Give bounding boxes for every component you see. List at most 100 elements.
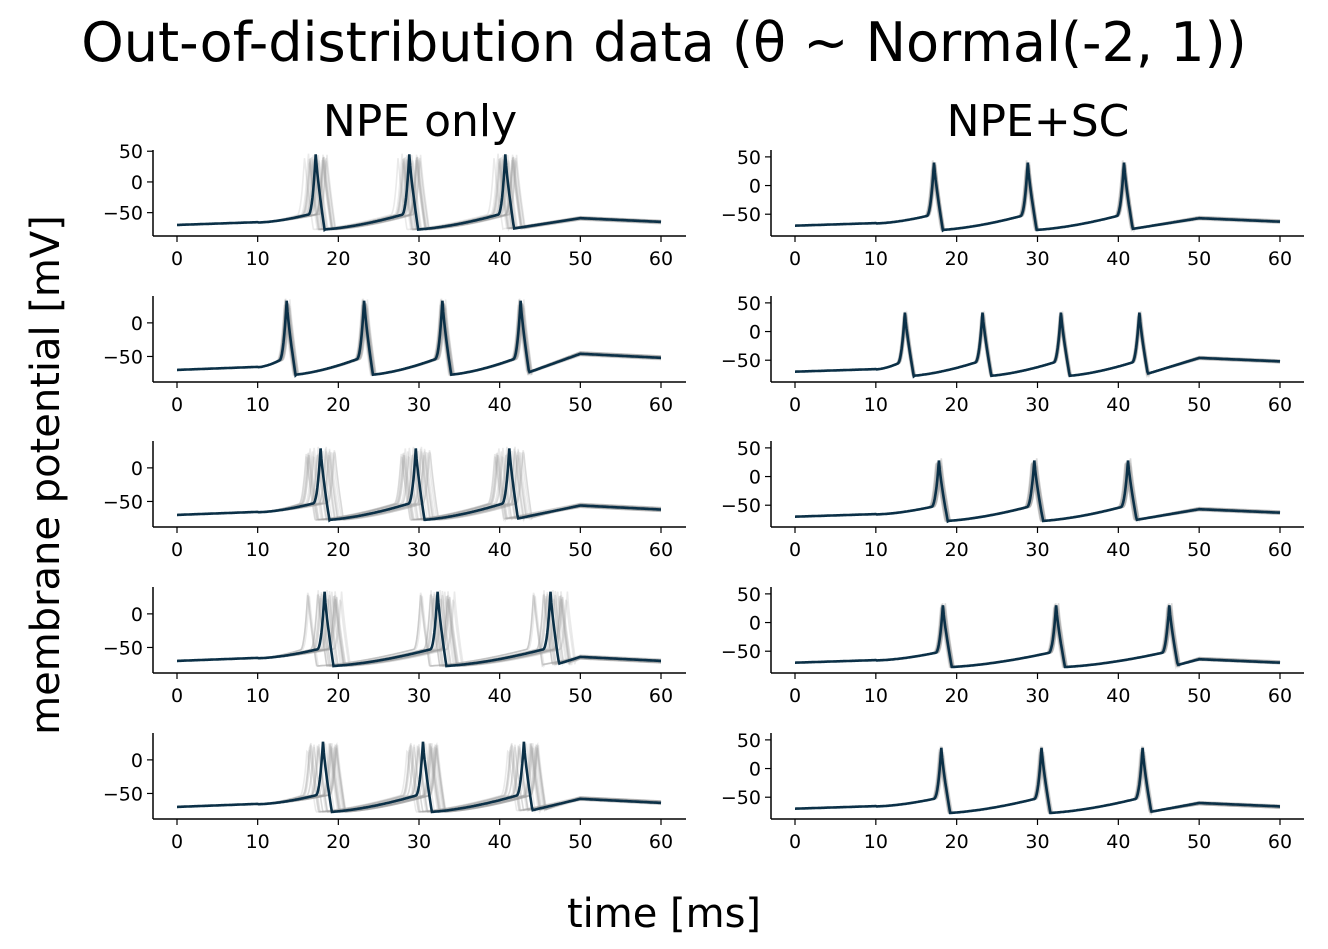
- y-tick-label: −50: [103, 491, 143, 513]
- x-tick-label: 40: [1106, 248, 1130, 270]
- x-tick-label: 0: [789, 685, 801, 707]
- subplot-row3-npe-only: 0 10 20 30 40 50 60 −50 0: [103, 441, 686, 561]
- x-tick-label: 30: [407, 394, 431, 416]
- x-tick-label: 10: [864, 831, 888, 853]
- x-tick-label: 10: [246, 248, 270, 270]
- subplot-row5-npe-only: 0 10 20 30 40 50 60 −50 0: [103, 733, 686, 853]
- subplot-row1-npe-sc: 0 10 20 30 40 50 60 −50 0 50: [721, 147, 1304, 270]
- x-tick-label: 20: [945, 394, 969, 416]
- x-tick-label: 40: [488, 539, 512, 561]
- x-tick-label: 0: [171, 248, 183, 270]
- x-tick-label: 0: [789, 831, 801, 853]
- x-tick-label: 30: [407, 248, 431, 270]
- x-tick-label: 40: [488, 248, 512, 270]
- observed-trace: [177, 741, 662, 814]
- x-tick-label: 50: [1187, 248, 1211, 270]
- x-tick-label: 60: [1268, 394, 1292, 416]
- x-tick-label: 10: [864, 248, 888, 270]
- x-tick-label: 60: [649, 394, 673, 416]
- y-tick-label: −50: [103, 203, 143, 225]
- x-tick-label: 50: [1187, 539, 1211, 561]
- x-axis-label: time [ms]: [566, 891, 762, 937]
- x-tick-label: 10: [864, 394, 888, 416]
- observed-trace: [795, 162, 1281, 233]
- figure-title: Out-of-distribution data (θ ~ Normal(-2,…: [81, 11, 1247, 74]
- y-tick-label: −50: [721, 204, 761, 226]
- subplot-row4-npe-sc: 0 10 20 30 40 50 60 −50 0 50: [721, 584, 1304, 707]
- y-tick-label: 50: [737, 438, 761, 460]
- x-tick-label: 10: [864, 539, 888, 561]
- x-tick-label: 40: [1106, 685, 1130, 707]
- x-tick-label: 30: [1025, 685, 1049, 707]
- x-tick-label: 0: [171, 831, 183, 853]
- y-tick-label: −50: [103, 346, 143, 368]
- subplot-row2-npe-sc: 0 10 20 30 40 50 60 −50 0 50: [721, 293, 1304, 416]
- y-tick-label: 50: [119, 141, 143, 163]
- y-tick-label: 50: [737, 293, 761, 315]
- x-tick-label: 60: [1268, 831, 1292, 853]
- x-tick-label: 60: [649, 539, 673, 561]
- y-tick-label: −50: [721, 787, 761, 809]
- x-tick-label: 20: [326, 539, 350, 561]
- x-tick-label: 20: [945, 539, 969, 561]
- sample-traces: [177, 589, 662, 669]
- y-tick-label: 0: [749, 176, 761, 198]
- x-tick-label: 0: [171, 394, 183, 416]
- y-tick-label: 0: [749, 322, 761, 344]
- y-tick-label: −50: [721, 350, 761, 372]
- x-tick-label: 10: [864, 685, 888, 707]
- x-tick-label: 10: [246, 685, 270, 707]
- subplot-row5-npe-sc: 0 10 20 30 40 50 60 −50 0 50: [721, 730, 1304, 853]
- y-tick-label: 0: [131, 750, 143, 772]
- x-tick-label: 20: [326, 394, 350, 416]
- x-tick-label: 30: [1025, 539, 1049, 561]
- x-tick-label: 0: [171, 539, 183, 561]
- y-tick-label: 0: [131, 458, 143, 480]
- x-tick-label: 10: [246, 394, 270, 416]
- observed-trace: [795, 605, 1281, 669]
- subplot-row3-npe-sc: 0 10 20 30 40 50 60 −50 0 50: [721, 438, 1304, 561]
- x-tick-label: 0: [789, 539, 801, 561]
- subplot-row2-npe-only: 0 10 20 30 40 50 60 −50 0: [103, 296, 686, 416]
- x-tick-label: 20: [326, 248, 350, 270]
- x-tick-label: 30: [407, 685, 431, 707]
- x-tick-label: 60: [649, 685, 673, 707]
- x-tick-label: 10: [246, 539, 270, 561]
- y-tick-label: −50: [103, 637, 143, 659]
- x-tick-label: 60: [1268, 685, 1292, 707]
- x-tick-label: 50: [1187, 394, 1211, 416]
- x-tick-label: 30: [1025, 394, 1049, 416]
- x-tick-label: 40: [1106, 539, 1130, 561]
- x-tick-label: 40: [488, 831, 512, 853]
- y-tick-label: 50: [737, 147, 761, 169]
- column-title-npe-only: NPE only: [322, 96, 518, 147]
- y-tick-label: 0: [749, 467, 761, 489]
- x-tick-label: 50: [1187, 831, 1211, 853]
- x-tick-label: 30: [407, 539, 431, 561]
- y-tick-label: −50: [721, 495, 761, 517]
- x-tick-label: 40: [488, 394, 512, 416]
- y-tick-label: 50: [737, 584, 761, 606]
- x-tick-label: 40: [1106, 831, 1130, 853]
- x-tick-label: 20: [945, 831, 969, 853]
- y-tick-label: 50: [737, 730, 761, 752]
- x-tick-label: 0: [171, 685, 183, 707]
- observed-trace: [795, 460, 1281, 524]
- column-title-npe-sc: NPE+SC: [946, 96, 1130, 147]
- sample-traces: [795, 603, 1281, 670]
- observed-trace: [177, 154, 662, 233]
- x-tick-label: 50: [568, 248, 592, 270]
- x-tick-label: 40: [1106, 394, 1130, 416]
- x-tick-label: 10: [246, 831, 270, 853]
- x-tick-label: 30: [1025, 248, 1049, 270]
- y-tick-label: 0: [749, 613, 761, 635]
- x-tick-label: 50: [568, 685, 592, 707]
- observed-trace: [177, 591, 661, 668]
- observed-trace: [795, 747, 1280, 815]
- x-tick-label: 50: [568, 394, 592, 416]
- x-tick-label: 20: [326, 831, 350, 853]
- x-tick-label: 20: [326, 685, 350, 707]
- x-tick-label: 40: [488, 685, 512, 707]
- subplot-row4-npe-only: 0 10 20 30 40 50 60 −50 0: [103, 587, 686, 707]
